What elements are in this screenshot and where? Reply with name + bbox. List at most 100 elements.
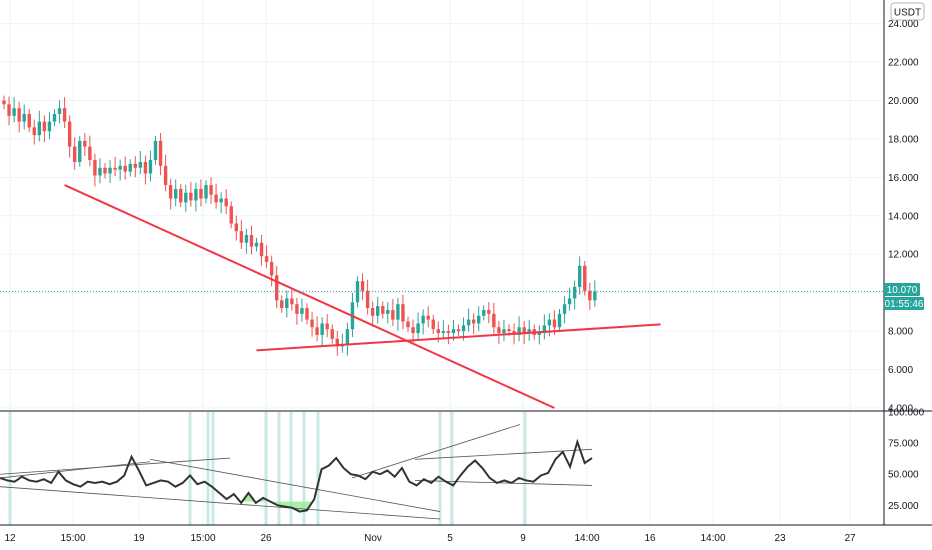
candle-body xyxy=(158,140,163,166)
candle-body xyxy=(113,167,117,170)
candle-body xyxy=(280,300,284,309)
candle-body xyxy=(507,329,511,332)
oscillator-series xyxy=(0,424,593,520)
trendline[interactable] xyxy=(64,184,555,409)
oscillator-trendline xyxy=(149,458,441,512)
highlight-marker xyxy=(438,412,442,525)
grid xyxy=(0,0,884,525)
currency-badge[interactable]: USDT xyxy=(890,2,925,21)
candle-body xyxy=(57,108,62,114)
price-tick-label: 16.000 xyxy=(888,173,919,184)
candle-body xyxy=(209,185,213,195)
time-tick-label: 14:00 xyxy=(700,533,725,544)
time-tick-label: 23 xyxy=(774,533,786,544)
candle-body xyxy=(537,333,541,335)
candle-body xyxy=(381,306,385,314)
candle-body xyxy=(416,323,420,334)
price-tick-label: 22.000 xyxy=(888,58,919,69)
price-axis-labels[interactable]: 4.0006.0008.00010.00012.00014.00016.0001… xyxy=(888,19,919,414)
candle-body xyxy=(78,140,82,162)
candle-body xyxy=(7,104,11,116)
candle-body xyxy=(365,290,370,309)
oscillator-tick-label: 50.000 xyxy=(888,470,919,481)
oscillator-fill xyxy=(241,492,315,512)
candle-body xyxy=(62,108,67,122)
candle-body xyxy=(477,315,481,324)
candle-body xyxy=(335,338,339,347)
candle-body xyxy=(588,290,592,301)
candle-body xyxy=(47,121,52,132)
highlight-marker xyxy=(289,412,293,525)
candle-body xyxy=(123,165,127,172)
candle-body xyxy=(552,319,557,328)
candle-body xyxy=(492,313,496,328)
oscillator-tick-label: 25.000 xyxy=(888,501,919,512)
candle-body xyxy=(224,198,228,207)
candle-body xyxy=(27,113,31,128)
candle-body xyxy=(572,286,577,299)
candle-body xyxy=(482,309,486,316)
candle-body xyxy=(2,100,6,105)
candle-body xyxy=(229,206,233,224)
candle-body xyxy=(269,261,274,276)
candle-body xyxy=(204,185,208,199)
candle-body xyxy=(214,194,218,203)
candle-body xyxy=(163,165,168,186)
time-axis-labels[interactable]: 12 15:00 19 15:00 26 Nov 5 9 14:00 16 14:00 23 27 xyxy=(4,533,856,544)
candle-body xyxy=(502,329,506,334)
candle-body xyxy=(517,327,521,335)
candle-body xyxy=(497,327,501,334)
candle-body xyxy=(305,308,309,320)
time-tick-label: 26 xyxy=(260,533,272,544)
highlight-marker xyxy=(316,412,320,525)
time-tick-label: 15:00 xyxy=(60,533,85,544)
price-tick-label: 20.000 xyxy=(888,96,919,107)
highlight-marker xyxy=(264,412,268,525)
candle-body xyxy=(583,265,587,291)
highlight-marker xyxy=(277,412,281,525)
trendlines xyxy=(64,184,661,409)
oscillator-axis-labels[interactable]: 25.000 50.000 75.000 100.000 xyxy=(888,408,925,512)
price-tick-label: 4.000 xyxy=(888,404,913,415)
highlight-marker xyxy=(188,412,192,525)
price-tick-label: 12.000 xyxy=(888,250,919,261)
candle-body xyxy=(249,235,254,247)
last-price-label: 10.070 xyxy=(887,285,918,296)
candle-body xyxy=(411,327,415,334)
candle-body xyxy=(259,242,264,257)
candle-body xyxy=(32,127,36,136)
candle-body xyxy=(391,309,395,320)
candle-body xyxy=(436,329,440,334)
candle-body xyxy=(184,192,188,203)
time-tick-label: 15:00 xyxy=(190,533,215,544)
highlight-marker xyxy=(302,412,306,525)
candle-body xyxy=(108,167,112,174)
time-tick-label: 14:00 xyxy=(574,533,599,544)
trendline[interactable] xyxy=(256,323,661,352)
candle-body xyxy=(471,319,476,324)
candle-body xyxy=(93,160,97,176)
candle-body xyxy=(219,198,223,203)
indicator-highlight-markers xyxy=(8,412,527,525)
currency-label: USDT xyxy=(894,8,921,19)
candle-body xyxy=(578,265,582,287)
candle-body xyxy=(290,298,294,305)
candle-body xyxy=(426,315,430,320)
candle-body xyxy=(73,146,77,162)
time-tick-label: Nov xyxy=(364,533,382,544)
oscillator-trendline xyxy=(0,461,151,479)
candle-body xyxy=(547,319,552,326)
time-tick-label: 19 xyxy=(133,533,145,544)
candle-body xyxy=(285,298,289,309)
oscillator-line xyxy=(0,438,593,513)
candle-body xyxy=(441,331,446,334)
candle-body xyxy=(194,188,198,201)
price-tick-label: 24.000 xyxy=(888,19,919,30)
candle-body xyxy=(153,140,158,161)
time-tick-label: 16 xyxy=(644,533,656,544)
oscillator-tick-label: 100.000 xyxy=(888,408,925,419)
candle-body xyxy=(98,167,102,176)
candle-body xyxy=(168,185,173,199)
highlight-marker xyxy=(206,412,210,525)
